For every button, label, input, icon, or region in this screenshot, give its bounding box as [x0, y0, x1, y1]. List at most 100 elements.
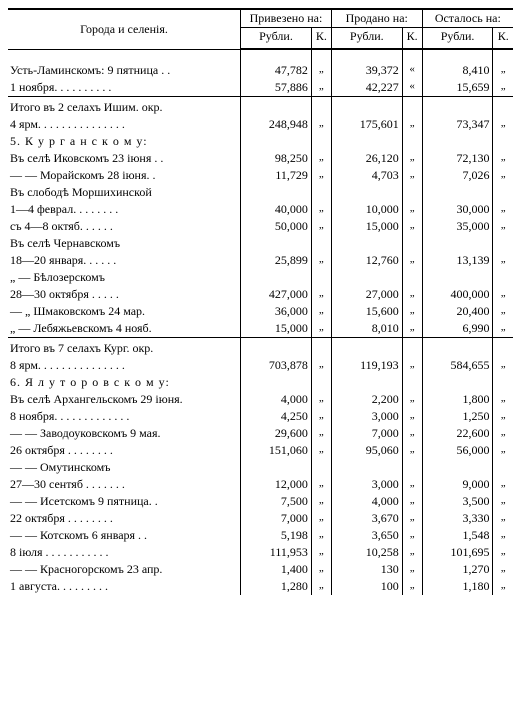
kop-cell: „ — [402, 201, 422, 218]
city-cell: — — Заводоуковскомъ 9 мая. — [8, 425, 241, 442]
rub-cell: 56,000 — [422, 442, 493, 459]
kop-cell: „ — [311, 62, 331, 79]
rub-cell: 3,670 — [331, 510, 402, 527]
header-city: Города и селенія. — [8, 9, 241, 49]
kop-cell: „ — [493, 510, 513, 527]
kop-cell — [493, 459, 513, 476]
rub-cell: 3,650 — [331, 527, 402, 544]
kop-cell: „ — [311, 79, 331, 97]
header-rub-2: Рубли. — [331, 28, 402, 50]
rub-cell: 40,000 — [241, 201, 312, 218]
rub-cell: 7,026 — [422, 167, 493, 184]
header-kop-2: К. — [402, 28, 422, 50]
kop-cell: „ — [402, 493, 422, 510]
kop-cell — [311, 184, 331, 201]
kop-cell: „ — [311, 578, 331, 595]
kop-cell: „ — [311, 476, 331, 493]
kop-cell: „ — [493, 79, 513, 97]
kop-cell — [402, 459, 422, 476]
rub-cell: 1,270 — [422, 561, 493, 578]
kop-cell: „ — [402, 286, 422, 303]
rub-cell: 39,372 — [331, 62, 402, 79]
kop-cell: „ — [493, 578, 513, 595]
city-cell: съ 4—8 октяб. . . . . . — [8, 218, 241, 235]
kop-cell: „ — [493, 561, 513, 578]
kop-cell: „ — [402, 218, 422, 235]
kop-cell: „ — [493, 527, 513, 544]
rub-cell: 9,000 — [422, 476, 493, 493]
rub-cell: 10,000 — [331, 201, 402, 218]
kop-cell: „ — [311, 201, 331, 218]
city-cell: Въ слободѣ Моршихинской — [8, 184, 241, 201]
rub-cell — [331, 374, 402, 391]
rub-cell: 8,410 — [422, 62, 493, 79]
kop-cell — [311, 340, 331, 357]
table-row: 18—20 января. . . . . .25,899„12,760„13,… — [8, 252, 513, 269]
rub-cell: 5,198 — [241, 527, 312, 544]
kop-cell: „ — [493, 476, 513, 493]
table-row: — — Заводоуковскомъ 9 мая.29,600„7,000„2… — [8, 425, 513, 442]
table-row: 1—4 феврал. . . . . . . .40,000„10,000„3… — [8, 201, 513, 218]
table-row: 8 ноября. . . . . . . . . . . . .4,250„3… — [8, 408, 513, 425]
kop-cell: „ — [402, 252, 422, 269]
rub-cell: 11,729 — [241, 167, 312, 184]
city-cell: „ — Лебяжьевскомъ 4 нояб. — [8, 320, 241, 338]
city-cell: 5. К у р г а н с к о м у: — [8, 133, 241, 150]
rub-cell: 57,886 — [241, 79, 312, 97]
kop-cell: „ — [402, 476, 422, 493]
kop-cell: „ — [402, 303, 422, 320]
table-row: 1 ноября. . . . . . . . . .57,886„42,227… — [8, 79, 513, 97]
kop-cell: „ — [311, 442, 331, 459]
kop-cell — [311, 235, 331, 252]
city-cell: Въ селѣ Иковскомъ 23 іюня . . — [8, 150, 241, 167]
rub-cell — [331, 235, 402, 252]
kop-cell — [493, 235, 513, 252]
kop-cell: „ — [493, 150, 513, 167]
kop-cell: „ — [493, 425, 513, 442]
table-row: „ — Бѣлозерскомъ — [8, 269, 513, 286]
rub-cell: 3,330 — [422, 510, 493, 527]
table-row: Въ слободѣ Моршихинской — [8, 184, 513, 201]
rub-cell: 1,250 — [422, 408, 493, 425]
kop-cell — [311, 99, 331, 116]
city-cell: Итого въ 7 селахъ Кург. окр. — [8, 340, 241, 357]
city-cell: Усть-Ламинскомъ: 9 пятница . . — [8, 62, 241, 79]
rub-cell: 3,000 — [331, 476, 402, 493]
table-row: 1 августа. . . . . . . . .1,280„100„1,18… — [8, 578, 513, 595]
city-cell: „ — Бѣлозерскомъ — [8, 269, 241, 286]
kop-cell: „ — [311, 561, 331, 578]
table-row: Въ селѣ Иковскомъ 23 іюня . .98,250„26,1… — [8, 150, 513, 167]
rub-cell: 1,800 — [422, 391, 493, 408]
kop-cell: „ — [493, 544, 513, 561]
rub-cell: 100 — [331, 578, 402, 595]
rub-cell: 1,180 — [422, 578, 493, 595]
rub-cell: 101,695 — [422, 544, 493, 561]
kop-cell: « — [402, 79, 422, 97]
kop-cell: „ — [311, 167, 331, 184]
rub-cell: 4,250 — [241, 408, 312, 425]
rub-cell: 1,280 — [241, 578, 312, 595]
table-row: 8 іюля . . . . . . . . . . .111,953„10,2… — [8, 544, 513, 561]
table-row: Въ селѣ Архангельскомъ 29 іюня.4,000„2,2… — [8, 391, 513, 408]
rub-cell: 47,782 — [241, 62, 312, 79]
rub-cell: 12,760 — [331, 252, 402, 269]
rub-cell: 29,600 — [241, 425, 312, 442]
rub-cell: 111,953 — [241, 544, 312, 561]
rub-cell: 20,400 — [422, 303, 493, 320]
rub-cell: 1,548 — [422, 527, 493, 544]
rub-cell: 98,250 — [241, 150, 312, 167]
rub-cell — [331, 99, 402, 116]
kop-cell: „ — [402, 391, 422, 408]
table-row: 6. Я л у т о р о в с к о м у: — [8, 374, 513, 391]
table-row: 5. К у р г а н с к о м у: — [8, 133, 513, 150]
kop-cell: „ — [493, 201, 513, 218]
rub-cell: 26,120 — [331, 150, 402, 167]
kop-cell: „ — [402, 510, 422, 527]
table-row: 28—30 октября . . . . .427,000„27,000„40… — [8, 286, 513, 303]
rub-cell: 3,000 — [331, 408, 402, 425]
table-row: Итого въ 7 селахъ Кург. окр. — [8, 340, 513, 357]
rub-cell: 151,060 — [241, 442, 312, 459]
kop-cell: „ — [311, 150, 331, 167]
table-row: 26 октября . . . . . . . .151,060„95,060… — [8, 442, 513, 459]
city-cell: — — Исетскомъ 9 пятница. . — [8, 493, 241, 510]
